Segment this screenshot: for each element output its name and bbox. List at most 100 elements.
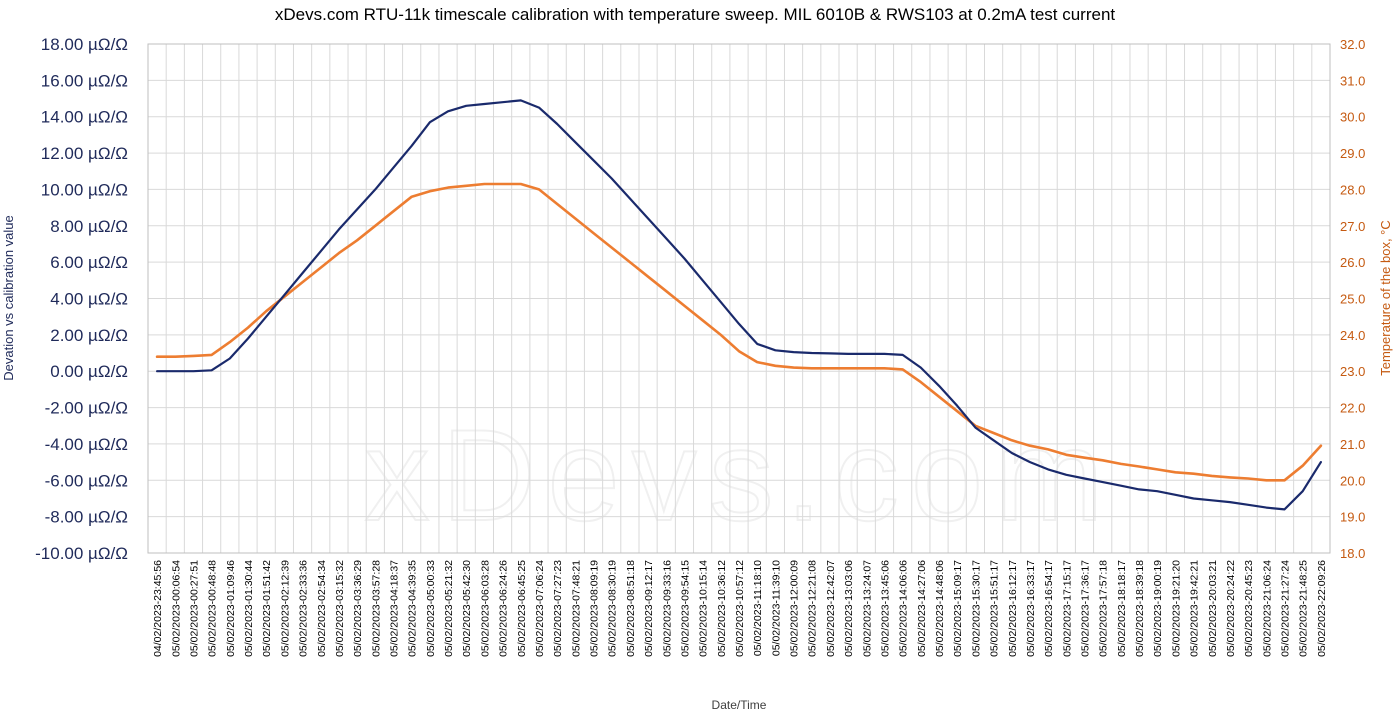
y-left-tick-label: 2.00 µΩ/Ω [50, 326, 128, 345]
x-tick-label: 05/02/2023-21:48:25 [1298, 560, 1310, 657]
x-tick-label: 05/02/2023-18:18:17 [1116, 560, 1128, 657]
x-tick-label: 05/02/2023-20:24:22 [1225, 560, 1237, 657]
x-tick-label: 05/02/2023-15:09:17 [952, 560, 964, 657]
x-tick-label: 05/02/2023-13:03:06 [843, 560, 855, 657]
x-tick-label: 05/02/2023-00:06:54 [170, 560, 182, 657]
x-tick-label: 05/02/2023-14:27:06 [916, 560, 928, 657]
y-right-tick-label: 22.0 [1340, 401, 1365, 416]
x-axis-ticks: 04/02/2023-23:45:56 05/02/2023-00:06:54 05… [152, 560, 1328, 657]
x-tick-label: 05/02/2023-21:27:24 [1280, 560, 1292, 657]
x-tick-label: 05/02/2023-06:03:28 [479, 560, 491, 657]
y-right-tick-label: 19.0 [1340, 510, 1365, 525]
x-tick-label: 05/02/2023-12:42:07 [825, 560, 837, 657]
deviation-series-line [156, 99, 1323, 511]
x-tick-label: 05/02/2023-17:15:17 [1061, 560, 1073, 657]
x-tick-label: 05/02/2023-02:12:39 [279, 560, 291, 657]
y-left-tick-label: 8.00 µΩ/Ω [50, 217, 128, 236]
x-tick-label: 05/02/2023-11:39:10 [770, 560, 782, 656]
x-tick-label: 05/02/2023-08:51:18 [625, 560, 637, 657]
x-tick-label: 05/02/2023-01:30:44 [243, 560, 255, 657]
x-tick-label: 05/02/2023-02:54:34 [316, 560, 328, 657]
y-left-tick-label: 6.00 µΩ/Ω [50, 253, 128, 272]
y-right-tick-label: 31.0 [1340, 73, 1365, 88]
y-axis-label-left: Devation vs calibration value [1, 215, 16, 380]
x-tick-label: 05/02/2023-05:21:32 [443, 560, 455, 657]
plot-area [147, 43, 1331, 554]
x-axis-label: Date/Time [712, 698, 767, 712]
series-layer [155, 99, 1323, 511]
x-tick-label: 05/02/2023-19:42:21 [1189, 560, 1201, 657]
y-left-tick-label: -10.00 µΩ/Ω [35, 544, 128, 563]
x-tick-label: 05/02/2023-04:39:35 [407, 560, 419, 657]
x-tick-label: 05/02/2023-08:09:19 [589, 560, 601, 657]
y-right-tick-label: 23.0 [1340, 364, 1365, 379]
y-left-tick-label: -6.00 µΩ/Ω [45, 471, 128, 490]
x-tick-label: 05/02/2023-10:36:12 [716, 560, 728, 657]
y-left-tick-label: 16.00 µΩ/Ω [41, 71, 128, 90]
x-tick-label: 05/02/2023-03:57:28 [370, 560, 382, 657]
x-tick-label: 05/02/2023-02:33:36 [298, 560, 310, 657]
x-tick-label: 05/02/2023-00:27:51 [189, 560, 201, 657]
y-right-tick-label: 32.0 [1340, 37, 1365, 52]
x-tick-label: 05/02/2023-06:45:25 [516, 560, 528, 657]
x-tick-label: 05/02/2023-14:48:06 [934, 560, 946, 657]
x-tick-label: 05/02/2023-15:30:17 [970, 560, 982, 657]
y-right-tick-label: 24.0 [1340, 328, 1365, 343]
left-axis-ticks: -10.00 µΩ/Ω -8.00 µΩ/Ω -6.00 µΩ/Ω -4.00 µΩ/… [35, 35, 128, 563]
x-tick-label: 05/02/2023-01:51:42 [261, 560, 273, 657]
right-axis-ticks: 18.0 19.0 20.0 21.0 22.0 23.0 24.0 25.0 26.0 27.0… [1340, 37, 1365, 561]
x-tick-label: 05/02/2023-16:12:17 [1007, 560, 1019, 657]
y-left-tick-label: 14.00 µΩ/Ω [41, 108, 128, 127]
x-tick-label: 05/02/2023-22:09:26 [1316, 560, 1328, 657]
x-tick-label: 05/02/2023-15:51:17 [989, 560, 1001, 657]
x-tick-label: 05/02/2023-05:00:33 [425, 560, 437, 657]
y-left-tick-label: 18.00 µΩ/Ω [41, 35, 128, 54]
x-tick-label: 05/02/2023-16:54:17 [1043, 560, 1055, 657]
y-left-tick-label: 0.00 µΩ/Ω [50, 362, 128, 381]
x-tick-label: 05/02/2023-00:48:48 [207, 560, 219, 657]
y-left-tick-label: -4.00 µΩ/Ω [45, 435, 128, 454]
x-tick-label: 05/02/2023-09:33:16 [661, 560, 673, 657]
x-tick-label: 05/02/2023-07:48:21 [570, 560, 582, 657]
x-tick-label: 05/02/2023-19:00:19 [1152, 560, 1164, 657]
x-tick-label: 05/02/2023-06:24:26 [498, 560, 510, 657]
temperature-series-line [155, 182, 1323, 482]
y-right-tick-label: 28.0 [1340, 182, 1365, 197]
chart-title: xDevs.com RTU-11k timescale calibration … [275, 5, 1116, 24]
x-tick-label: 05/02/2023-21:06:24 [1261, 560, 1273, 657]
x-tick-label: 05/02/2023-19:21:20 [1170, 560, 1182, 657]
x-tick-label: 05/02/2023-17:57:18 [1098, 560, 1110, 657]
x-tick-label: 05/02/2023-03:36:29 [352, 560, 364, 657]
x-tick-label: 05/02/2023-13:45:06 [880, 560, 892, 657]
y-right-tick-label: 29.0 [1340, 146, 1365, 161]
y-left-tick-label: 10.00 µΩ/Ω [41, 180, 128, 199]
x-tick-label: 05/02/2023-09:12:17 [643, 560, 655, 657]
x-tick-label: 05/02/2023-07:27:23 [552, 560, 564, 657]
x-tick-label: 05/02/2023-08:30:19 [607, 560, 619, 657]
x-tick-label: 05/02/2023-04:18:37 [389, 560, 401, 657]
y-right-tick-label: 21.0 [1340, 437, 1365, 452]
y-right-tick-label: 26.0 [1340, 255, 1365, 270]
y-left-tick-label: -8.00 µΩ/Ω [45, 508, 128, 527]
x-tick-label: 05/02/2023-20:45:23 [1243, 560, 1255, 657]
x-tick-label: 05/02/2023-10:57:12 [734, 560, 746, 657]
x-tick-label: 05/02/2023-13:24:07 [861, 560, 873, 657]
x-tick-label: 05/02/2023-05:42:30 [461, 560, 473, 657]
y-left-tick-label: -2.00 µΩ/Ω [45, 399, 128, 418]
y-left-tick-label: 4.00 µΩ/Ω [50, 290, 128, 309]
x-tick-label: 05/02/2023-12:21:08 [807, 560, 819, 657]
x-tick-label: 05/02/2023-03:15:32 [334, 560, 346, 657]
x-tick-label: 05/02/2023-12:00:09 [789, 560, 801, 657]
watermark: xDevs.com [365, 402, 1116, 548]
x-tick-label: 05/02/2023-01:09:46 [225, 560, 237, 657]
x-tick-label: 05/02/2023-17:36:17 [1080, 560, 1092, 657]
y-axis-label-right: Temperature of the box, °C [1378, 220, 1393, 376]
x-tick-label: 05/02/2023-10:15:14 [698, 560, 710, 657]
y-right-tick-label: 18.0 [1340, 546, 1365, 561]
x-tick-label: 05/02/2023-20:03:21 [1207, 560, 1219, 657]
y-right-tick-label: 25.0 [1340, 292, 1365, 307]
y-right-tick-label: 27.0 [1340, 219, 1365, 234]
x-tick-label: 05/02/2023-07:06:24 [534, 560, 546, 657]
